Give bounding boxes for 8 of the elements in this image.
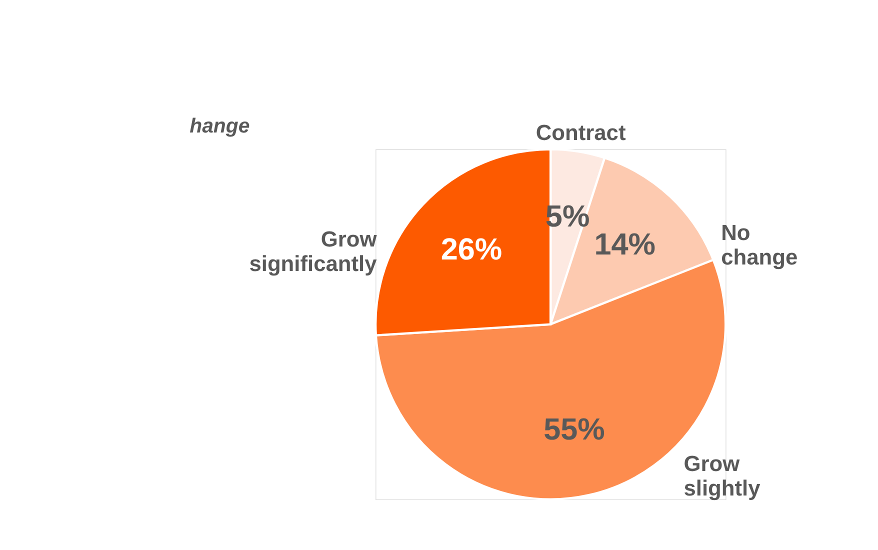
slice-label: Contract <box>536 120 626 145</box>
slice-label: Grow significantly <box>249 226 378 276</box>
data-label: 55% <box>544 412 605 447</box>
slice-label: No change <box>721 220 798 270</box>
data-label: 26% <box>440 232 502 267</box>
chart-title: hange <box>190 116 250 138</box>
data-label: 14% <box>594 228 656 262</box>
slice-label: Grow slightly <box>684 450 762 501</box>
